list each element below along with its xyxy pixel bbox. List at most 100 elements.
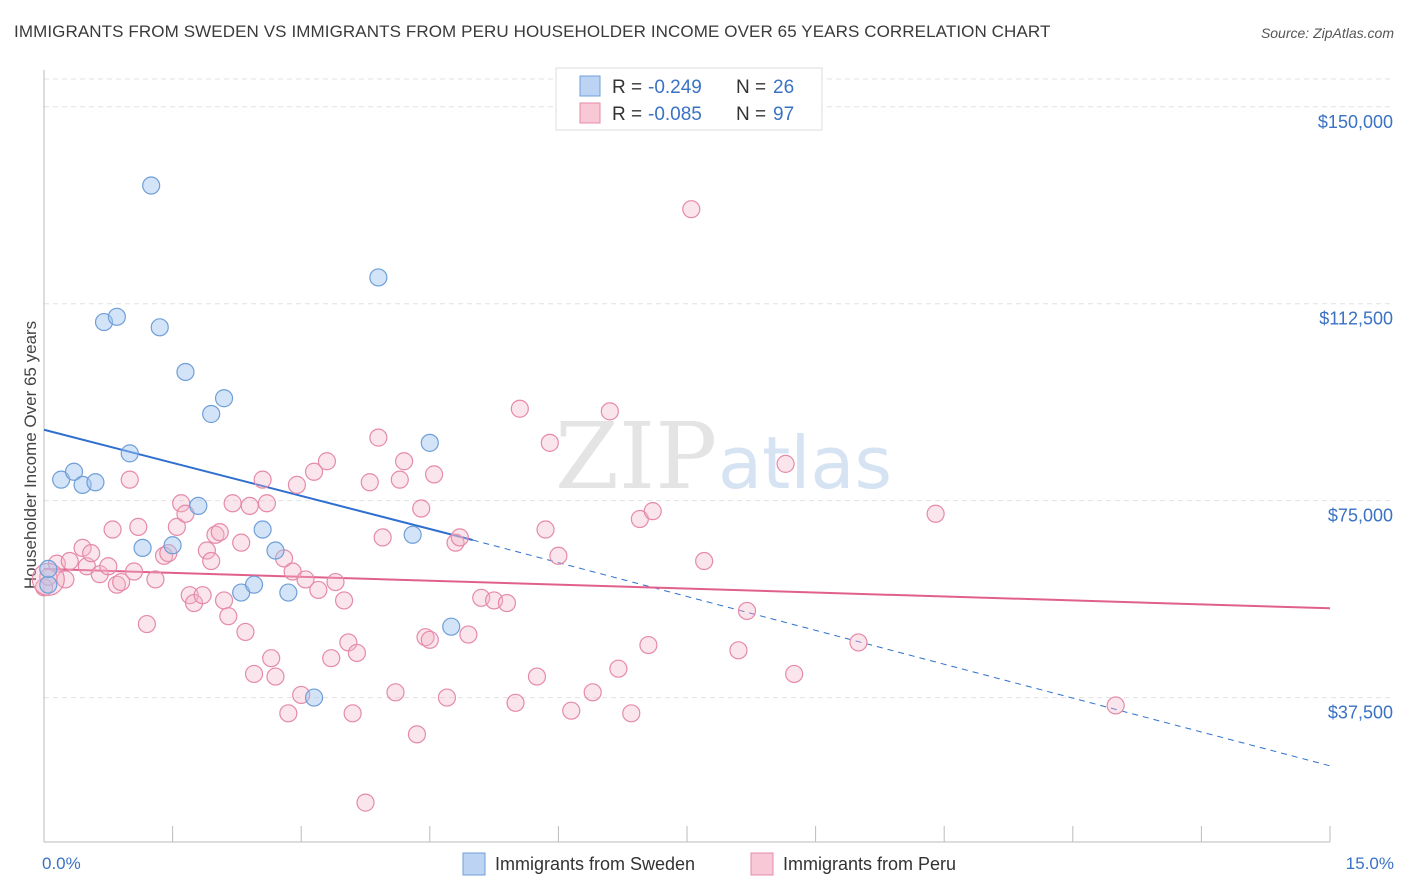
data-point-sweden: [120, 444, 139, 463]
data-point-peru: [506, 693, 525, 712]
data-point-peru: [695, 551, 714, 571]
data-point-sweden: [142, 176, 161, 195]
data-point-peru: [103, 520, 122, 539]
data-point-sweden: [253, 520, 272, 539]
data-point-peru: [334, 591, 354, 610]
data-point-peru: [124, 562, 144, 581]
data-point-sweden: [163, 536, 182, 555]
data-point-peru: [210, 523, 229, 542]
data-point-sweden: [214, 389, 234, 408]
y-tick-label: $150,000: [1318, 112, 1393, 132]
data-point-peru: [540, 433, 559, 452]
data-point-peru: [450, 528, 469, 547]
data-point-peru: [99, 557, 118, 576]
data-point-peru: [343, 704, 362, 723]
data-point-peru: [849, 633, 868, 652]
y-tick-label: $37,500: [1328, 703, 1393, 723]
data-point-peru: [373, 528, 392, 547]
x-tick-label: 0.0%: [42, 854, 81, 873]
legend-n-value-peru: 97: [773, 104, 794, 125]
data-point-sweden: [133, 538, 152, 558]
data-point-peru: [146, 570, 165, 589]
data-point-peru: [639, 635, 658, 655]
data-point-peru: [510, 399, 529, 418]
data-point-sweden: [39, 575, 58, 594]
data-point-peru: [562, 701, 581, 720]
legend-r-label-peru: R =: [612, 104, 642, 125]
data-point-sweden: [403, 525, 422, 544]
data-point-peru: [257, 494, 277, 513]
data-point-peru: [326, 572, 345, 592]
chart-title: IMMIGRANTS FROM SWEDEN VS IMMIGRANTS FRO…: [14, 22, 1051, 41]
data-point-peru: [926, 504, 945, 523]
data-point-peru: [214, 591, 234, 610]
data-point-sweden: [304, 688, 324, 707]
data-point-peru: [56, 570, 75, 589]
data-point-peru: [347, 643, 367, 663]
axes: $37,500 $75,000 $112,500 $150,000 0.0% 15.0%: [42, 70, 1394, 873]
data-point-sweden: [244, 575, 264, 594]
data-point-peru: [549, 546, 568, 565]
data-point-peru: [193, 586, 212, 605]
data-point-peru: [304, 462, 324, 481]
x-tick-label: 15.0%: [1346, 854, 1394, 873]
data-point-peru: [120, 470, 139, 489]
source-link[interactable]: ZipAtlas.com: [1313, 25, 1394, 41]
legend-swatch-peru: [579, 102, 601, 124]
data-point-sweden: [279, 583, 298, 602]
trend-line-peru: [43, 567, 1331, 610]
data-point-peru: [167, 517, 186, 536]
data-point-peru: [322, 649, 341, 668]
data-point-sweden: [39, 559, 58, 579]
data-point-peru: [609, 659, 628, 678]
correlation-legend: R = -0.249 N = 26 R = -0.085 N = 97: [555, 67, 823, 131]
data-point-sweden: [442, 617, 461, 636]
trend-line-sweden: [43, 428, 473, 541]
data-point-peru: [785, 664, 804, 684]
data-point-peru: [682, 200, 701, 219]
legend-n-value-sweden: 26: [773, 77, 794, 98]
data-point-peru: [244, 664, 264, 684]
y-axis-label: Householder Income Over 65 years: [21, 321, 40, 589]
data-point-peru: [309, 580, 328, 600]
source-prefix: Source:: [1260, 25, 1314, 41]
data-point-peru: [137, 614, 156, 634]
data-point-peru: [223, 494, 242, 513]
data-point-sweden: [86, 473, 105, 492]
data-point-peru: [219, 607, 238, 626]
watermark-atlas: atlas: [718, 421, 892, 505]
bottom-legend: Immigrants from Sweden Immigrants from P…: [462, 852, 956, 876]
data-point-peru: [536, 520, 555, 539]
data-point-peru: [356, 793, 375, 812]
data-point-peru: [386, 683, 405, 702]
data-point-peru: [369, 428, 388, 447]
y-tick-label: $112,500: [1319, 309, 1393, 329]
watermark-zip: ZIP: [555, 403, 717, 510]
legend-n-label-sweden: N =: [736, 77, 766, 98]
data-point-peru: [412, 499, 431, 518]
data-point-peru: [1106, 696, 1125, 715]
data-point-peru: [73, 538, 92, 558]
data-point-peru: [729, 641, 748, 660]
data-point-peru: [459, 625, 478, 644]
source-credit: Source: ZipAtlas.com: [1261, 25, 1394, 41]
legend-swatch-sweden: [579, 75, 601, 97]
data-point-peru: [197, 541, 216, 560]
data-point-peru: [287, 475, 307, 494]
data-point-peru: [236, 622, 255, 642]
data-point-sweden: [420, 433, 439, 452]
legend-r-value-peru: -0.085: [648, 104, 702, 125]
data-point-sweden: [189, 496, 208, 515]
data-point-peru: [60, 551, 79, 571]
data-point-peru: [407, 725, 427, 744]
data-point-peru: [497, 593, 517, 613]
data-point-peru: [437, 688, 457, 707]
data-point-peru: [129, 517, 148, 536]
data-point-peru: [390, 470, 409, 489]
data-point-peru: [394, 452, 414, 471]
data-point-sweden: [176, 362, 195, 382]
watermark: ZIP atlas: [555, 403, 892, 510]
data-point-peru: [527, 667, 547, 686]
data-point-peru: [424, 465, 444, 484]
